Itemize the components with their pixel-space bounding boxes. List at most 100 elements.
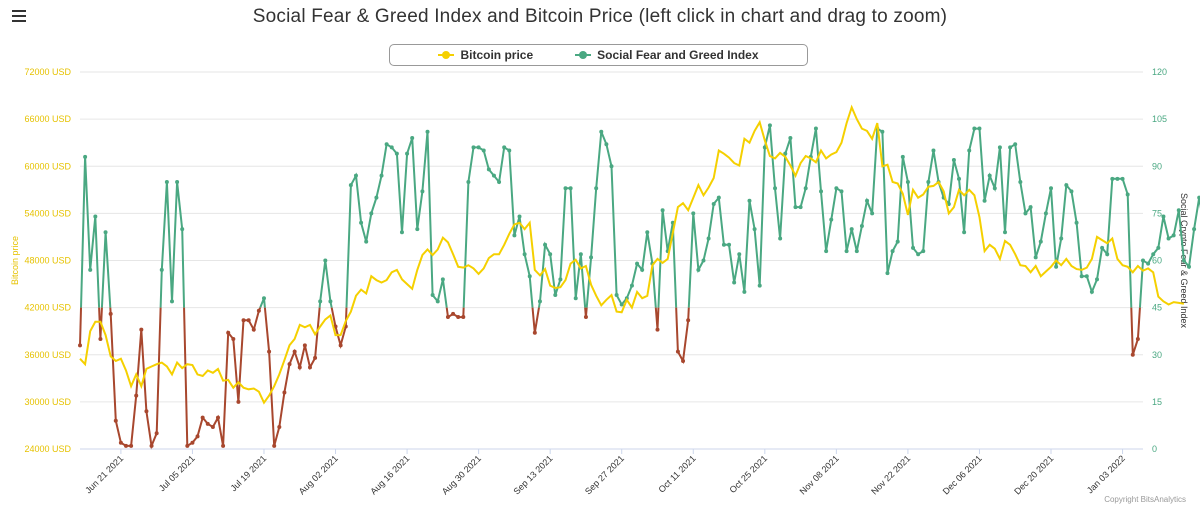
fear-greed-point xyxy=(829,217,834,222)
fear-greed-point xyxy=(1023,211,1028,216)
fear-greed-point xyxy=(1130,352,1135,357)
fear-greed-point xyxy=(962,230,967,235)
fear-greed-point xyxy=(512,233,517,238)
fear-greed-point xyxy=(1084,274,1089,279)
fear-greed-point xyxy=(926,179,931,184)
fear-greed-point xyxy=(359,220,364,225)
fear-greed-point xyxy=(272,443,277,448)
fear-greed-point xyxy=(185,443,190,448)
fear-greed-point xyxy=(1197,195,1200,200)
legend-symbol-fear-greed-index xyxy=(575,51,592,59)
fear-greed-point xyxy=(905,179,910,184)
fear-greed-point xyxy=(384,142,389,147)
fear-greed-point xyxy=(307,365,312,370)
fear-greed-point xyxy=(1171,233,1176,238)
y-left-tick-label: 48000 USD xyxy=(24,256,71,266)
fear-greed-point xyxy=(497,179,502,184)
fear-greed-point xyxy=(773,186,778,191)
fear-greed-point xyxy=(870,211,875,216)
fear-greed-point xyxy=(164,179,169,184)
fear-greed-point xyxy=(108,311,113,316)
fear-greed-point xyxy=(226,330,231,335)
legend-label-fear-greed-index: Social Fear and Greed Index xyxy=(597,48,759,62)
fear-greed-point xyxy=(287,362,292,367)
fear-greed-point xyxy=(599,129,604,134)
fear-greed-point xyxy=(425,129,430,134)
fear-greed-point xyxy=(742,289,747,294)
fear-greed-point xyxy=(302,343,307,348)
fear-greed-point xyxy=(783,151,788,156)
fear-greed-point xyxy=(890,249,895,254)
fear-greed-point xyxy=(389,145,394,150)
fear-greed-point xyxy=(1141,258,1145,263)
fear-greed-point xyxy=(619,302,624,307)
fear-greed-point xyxy=(154,431,159,436)
fear-greed-point xyxy=(737,252,742,257)
fear-greed-point xyxy=(895,239,900,244)
fear-greed-point xyxy=(578,252,583,257)
fear-greed-point xyxy=(660,208,665,213)
fear-greed-point xyxy=(859,223,864,228)
fear-greed-point xyxy=(190,440,195,445)
legend-item-bitcoin-price[interactable]: Bitcoin price xyxy=(438,48,533,62)
fear-greed-point xyxy=(313,355,318,360)
fear-greed-point xyxy=(1003,230,1008,235)
fear-greed-point xyxy=(1038,239,1043,244)
fear-greed-point xyxy=(614,293,619,298)
fear-greed-point xyxy=(819,189,824,194)
fear-greed-point xyxy=(410,135,415,140)
fear-greed-point xyxy=(880,129,885,134)
hamburger-menu-icon[interactable] xyxy=(12,10,26,24)
fear-greed-line-greed xyxy=(80,125,1200,308)
fear-greed-point xyxy=(911,245,916,250)
fear-greed-point xyxy=(169,299,174,304)
fear-greed-point xyxy=(537,299,542,304)
fear-greed-point xyxy=(98,337,103,342)
fear-greed-point xyxy=(916,252,921,257)
fear-greed-point xyxy=(374,195,379,200)
fear-greed-point xyxy=(215,415,220,420)
fear-greed-point xyxy=(236,399,241,404)
bitcoin-price-line xyxy=(79,104,1185,405)
fear-greed-point xyxy=(681,359,686,364)
fear-greed-point xyxy=(1095,277,1100,282)
fear-greed-point xyxy=(113,418,118,423)
fear-greed-point xyxy=(522,252,527,257)
fear-greed-point xyxy=(1135,337,1140,342)
fear-greed-point xyxy=(159,267,164,272)
legend-item-fear-greed-index[interactable]: Social Fear and Greed Index xyxy=(575,48,759,62)
x-tick-label: Oct 25 2021 xyxy=(727,453,769,495)
fear-greed-point xyxy=(701,258,706,263)
fear-greed-point xyxy=(1008,145,1013,150)
y-right-tick-label: 0 xyxy=(1152,444,1157,454)
fear-greed-point xyxy=(921,249,926,254)
fear-greed-point xyxy=(1089,289,1094,294)
fear-greed-point xyxy=(982,198,987,203)
y-right-tick-label: 120 xyxy=(1152,67,1167,77)
fear-greed-point xyxy=(1151,252,1156,257)
fear-greed-point xyxy=(594,186,599,191)
fear-greed-point xyxy=(548,252,553,257)
fear-greed-point xyxy=(461,315,466,320)
fear-greed-point xyxy=(997,145,1002,150)
fear-greed-point xyxy=(83,154,88,159)
fear-greed-point xyxy=(267,349,272,354)
fear-greed-point xyxy=(1120,176,1125,181)
fear-greed-point xyxy=(721,242,726,247)
fear-greed-point xyxy=(517,214,522,219)
fear-greed-point xyxy=(1110,176,1115,181)
fear-greed-point xyxy=(476,145,481,150)
fear-greed-point xyxy=(563,186,568,191)
fear-greed-point xyxy=(865,198,870,203)
fear-greed-point xyxy=(885,271,890,276)
fear-greed-point xyxy=(297,365,302,370)
fear-greed-point xyxy=(369,211,374,216)
fear-greed-point xyxy=(1049,186,1054,191)
fear-greed-point xyxy=(716,195,721,200)
fear-greed-point xyxy=(353,173,358,178)
fear-greed-point xyxy=(221,443,226,448)
fear-greed-point xyxy=(78,343,82,348)
fear-greed-point xyxy=(1176,208,1181,213)
fear-greed-point xyxy=(696,267,701,272)
